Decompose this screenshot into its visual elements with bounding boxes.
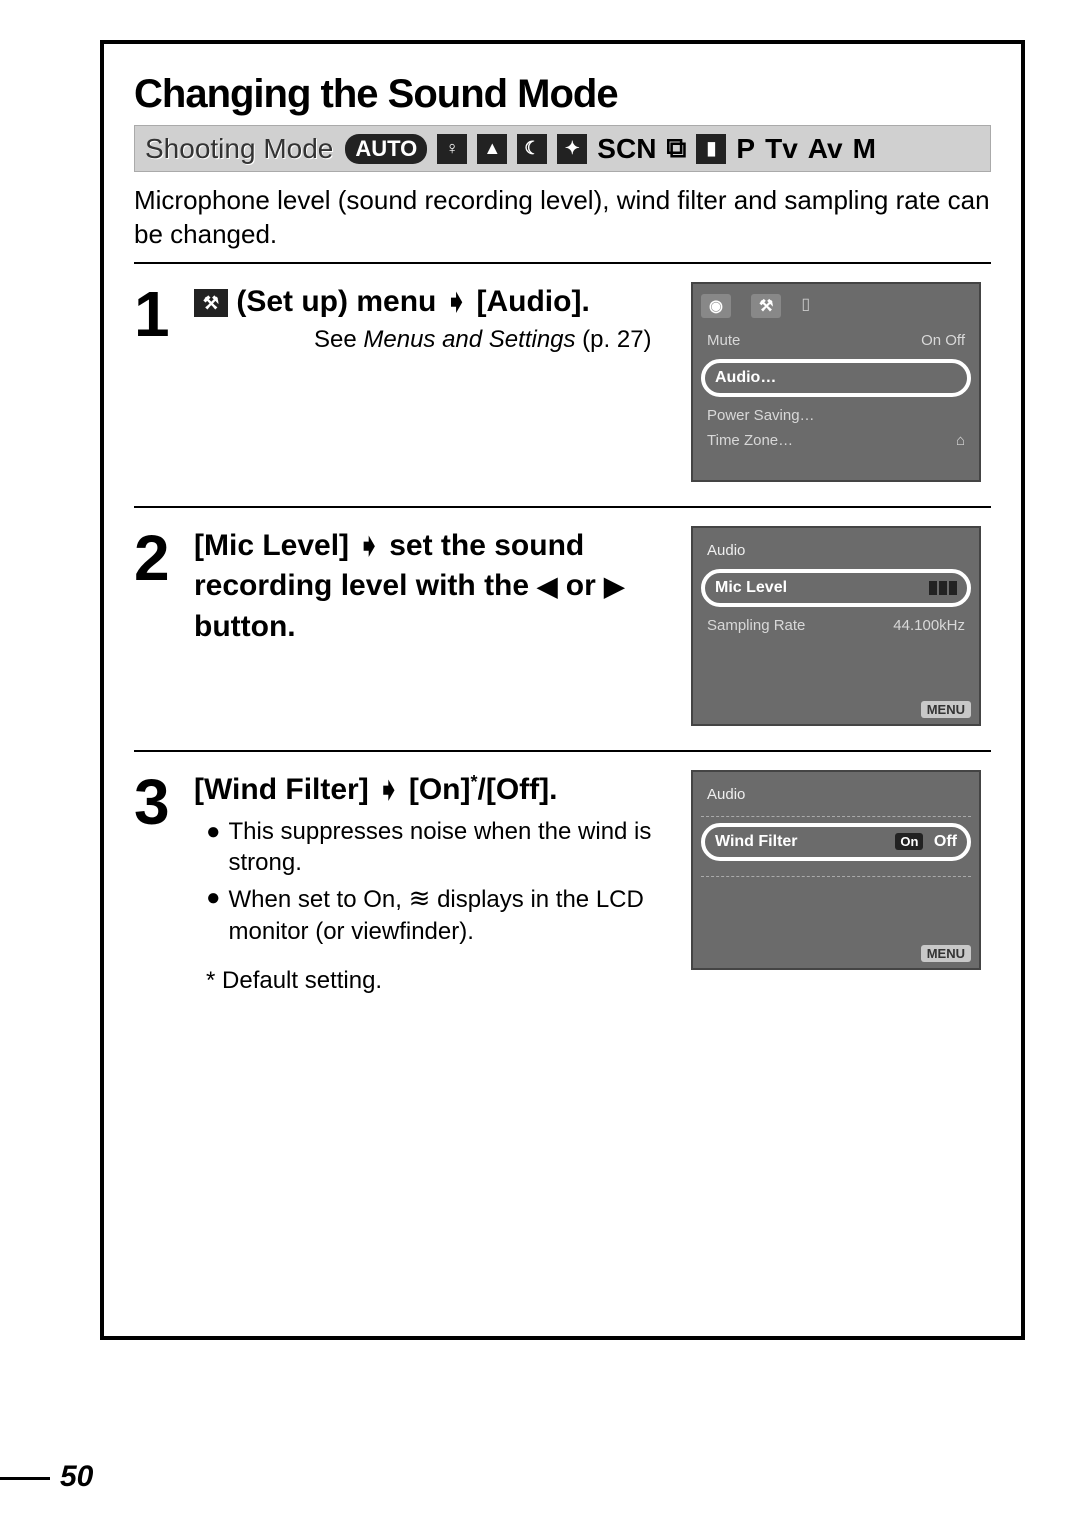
step-1: 1 ⚒ (Set up) menu ➧ [Audio]. See Menus a… bbox=[134, 282, 991, 482]
auto-mode-icon: AUTO bbox=[345, 134, 427, 164]
menu-badge: MENU bbox=[921, 945, 971, 962]
mode-icons: AUTO ♀ ▲ ☾ ✦ SCN ⧉ ▮ P Tv Av M bbox=[345, 132, 876, 165]
menu-screenshot-1: ◉ ⚒ ▯ MuteOn Off Audio… Power Saving… Ti… bbox=[691, 282, 981, 482]
m-mode-label: M bbox=[853, 133, 876, 165]
mic-level-item: Mic Level bbox=[715, 579, 787, 597]
shooting-mode-label: Shooting Mode bbox=[145, 133, 333, 165]
step-3: 3 [Wind Filter] ➧ [On]*/[Off]. ● This su… bbox=[134, 770, 991, 996]
page-number: 50 bbox=[60, 1460, 93, 1494]
footnote: * Default setting. bbox=[194, 967, 675, 995]
bullet-item: ● This suppresses noise when the wind is… bbox=[194, 816, 675, 878]
bullet-icon: ● bbox=[206, 882, 221, 947]
step-subtext: See Menus and Settings (p. 27) bbox=[194, 326, 675, 354]
bullet-item: ● When set to On, ≋ displays in the LCD … bbox=[194, 882, 675, 947]
content-frame: Changing the Sound Mode Shooting Mode AU… bbox=[100, 40, 1025, 1340]
portrait-icon: ♀ bbox=[437, 134, 467, 164]
page-title: Changing the Sound Mode bbox=[134, 72, 991, 117]
tab-icon: ◉ bbox=[701, 294, 731, 318]
step-number: 1 bbox=[134, 282, 178, 482]
intro-text: Microphone level (sound recording level)… bbox=[134, 184, 991, 252]
menu-screenshot-3: Audio Wind Filter On Off MENU bbox=[691, 770, 981, 970]
divider bbox=[134, 262, 991, 264]
tv-mode-label: Tv bbox=[765, 133, 798, 165]
step-number: 3 bbox=[134, 770, 178, 996]
arrow-icon: ➧ bbox=[445, 286, 468, 317]
menu-screenshot-2: Audio Mic Level Sampling Rate44.100kHz M… bbox=[691, 526, 981, 726]
arrow-icon: ➧ bbox=[357, 530, 380, 561]
menu-badge: MENU bbox=[921, 701, 971, 718]
right-arrow-icon: ▶ bbox=[604, 571, 624, 601]
audio-menu-item: Audio… bbox=[715, 369, 776, 387]
panorama-icon: ⧉ bbox=[666, 132, 686, 165]
p-mode-label: P bbox=[736, 133, 755, 165]
scn-mode-label: SCN bbox=[597, 133, 656, 165]
arrow-icon: ➧ bbox=[377, 774, 400, 805]
night-icon: ☾ bbox=[517, 134, 547, 164]
movie-icon: ▮ bbox=[696, 134, 726, 164]
special-icon: ✦ bbox=[557, 134, 587, 164]
shooting-mode-bar: Shooting Mode AUTO ♀ ▲ ☾ ✦ SCN ⧉ ▮ P Tv … bbox=[134, 125, 991, 172]
av-mode-label: Av bbox=[808, 133, 843, 165]
step-heading: ⚒ (Set up) menu ➧ [Audio]. bbox=[194, 282, 675, 323]
bullet-icon: ● bbox=[206, 816, 221, 878]
step-number: 2 bbox=[134, 526, 178, 726]
divider bbox=[134, 506, 991, 508]
divider bbox=[134, 750, 991, 752]
step-heading: [Mic Level] ➧ set the sound recording le… bbox=[194, 526, 675, 648]
left-arrow-icon: ◀ bbox=[537, 571, 557, 601]
tab-setup-icon: ⚒ bbox=[751, 294, 781, 318]
wind-filter-icon: ≋ bbox=[409, 883, 431, 913]
step-heading: [Wind Filter] ➧ [On]*/[Off]. bbox=[194, 770, 675, 811]
tab-icon: ▯ bbox=[801, 294, 810, 318]
asterisk: * bbox=[471, 772, 478, 792]
wind-filter-item: Wind Filter bbox=[715, 833, 798, 851]
landscape-icon: ▲ bbox=[477, 134, 507, 164]
setup-menu-icon: ⚒ bbox=[194, 289, 228, 317]
step-2: 2 [Mic Level] ➧ set the sound recording … bbox=[134, 526, 991, 726]
